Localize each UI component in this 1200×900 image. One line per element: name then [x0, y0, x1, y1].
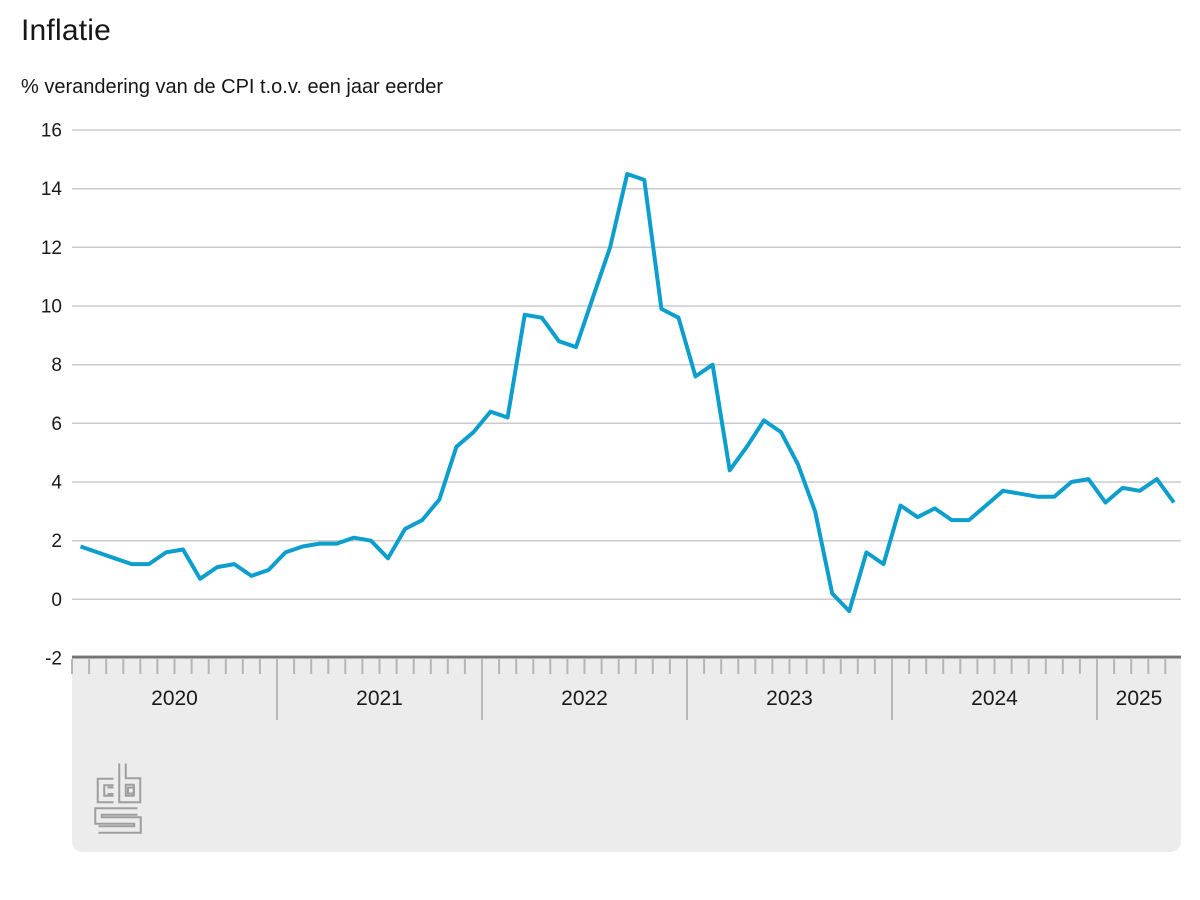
y-axis-tick-label: 12 [41, 238, 62, 259]
y-axis-tick-label: 10 [41, 297, 62, 318]
cbs-logo-inner [98, 779, 114, 802]
y-axis-tick-label: -2 [45, 649, 62, 670]
year-label: 2021 [356, 687, 403, 710]
y-axis-tick-label: 2 [51, 531, 62, 552]
cbs-logo-inner [96, 809, 140, 832]
y-axis-tick-label: 6 [51, 414, 62, 435]
x-axis-band [72, 658, 1181, 852]
cbs-logo-b-hole [127, 786, 135, 795]
x-axis-line [72, 655, 1181, 659]
cbs-logo [94, 763, 142, 834]
year-label: 2023 [766, 687, 813, 710]
y-axis-tick-label: 8 [51, 355, 62, 376]
y-axis-tick-label: 16 [41, 121, 62, 142]
y-axis-tick-label: 14 [41, 179, 63, 200]
cbs-logo-inner [120, 763, 140, 802]
y-axis-tick-label: 4 [51, 473, 62, 494]
y-axis-tick-label: 0 [51, 590, 62, 611]
year-label: 2025 [1116, 687, 1163, 710]
chart-title: Inflatie [21, 14, 111, 47]
year-label: 2020 [151, 687, 198, 710]
year-label: 2024 [971, 687, 1018, 710]
inflation-line [79, 172, 1176, 614]
year-label: 2022 [561, 687, 608, 710]
chart-subtitle: % verandering van de CPI t.o.v. een jaar… [21, 76, 444, 98]
